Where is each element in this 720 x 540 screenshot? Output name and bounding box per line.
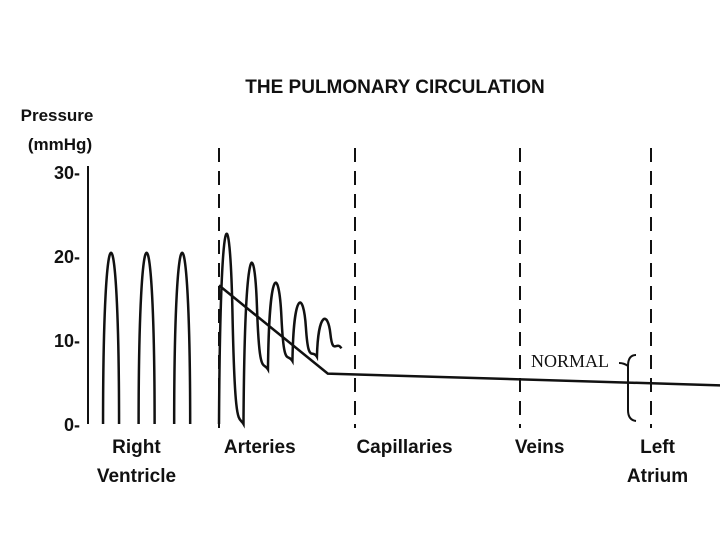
y-axis-label-line2: (mmHg): [28, 135, 92, 154]
y-tick-label: 30-: [54, 163, 80, 183]
bracket-icon: [618, 354, 637, 422]
region-label: Arteries: [224, 437, 296, 458]
mean-pressure-line: [218, 284, 720, 387]
region-label: Capillaries: [356, 437, 452, 458]
normal-annotation: NORMAL: [531, 351, 609, 371]
y-tick-label: 10-: [54, 331, 80, 351]
region-label: Atrium: [627, 466, 688, 487]
region-label: Ventricle: [97, 466, 176, 487]
region-label: Veins: [515, 437, 565, 458]
y-axis-label-line1: Pressure: [21, 106, 94, 125]
ventricle-pulse: [172, 251, 192, 425]
y-tick-label: 20-: [54, 247, 80, 267]
y-tick-label: 0-: [64, 415, 80, 435]
region-label: Right: [112, 437, 161, 458]
plot-area: 0- 10- 20- 30- NORMAL Right Ventricle Arteries C…: [54, 148, 720, 487]
chart-title: THE PULMONARY CIRCULATION: [245, 77, 544, 98]
artery-pressure-trace: [217, 232, 343, 429]
ventricle-pulse: [101, 251, 121, 425]
region-label: Left: [640, 437, 676, 458]
ventricle-pulse: [137, 251, 156, 425]
